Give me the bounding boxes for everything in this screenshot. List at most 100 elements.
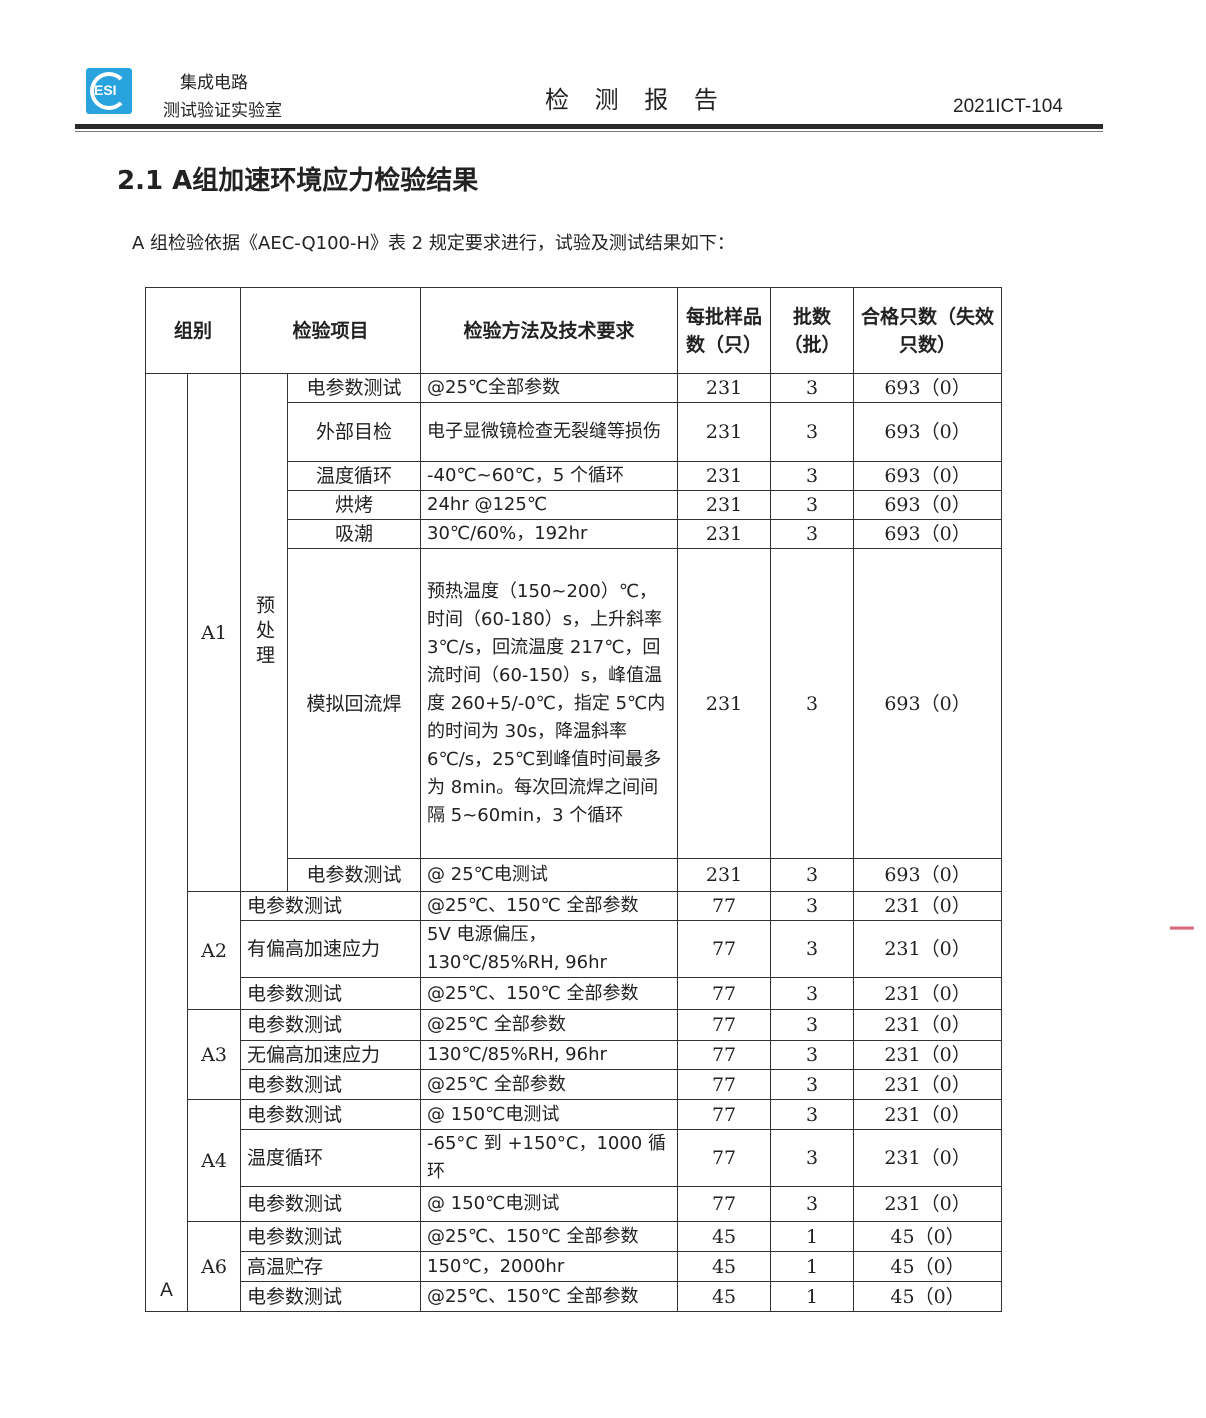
- method-cell: 150℃，2000hr: [420, 1251, 679, 1282]
- method-cell: @ 150℃电测试: [420, 1186, 679, 1222]
- lots-cell: 3: [770, 1186, 855, 1222]
- pass-count-cell: 45（0）: [853, 1221, 1003, 1252]
- subgroup-cell: A1: [186, 373, 242, 892]
- sample-count-cell: 77: [677, 891, 772, 921]
- pass-count-cell: 231（0）: [853, 891, 1003, 921]
- table-row: A A1 预处理 电参数测试 @25℃全部参数 231 3 693（0）: [145, 373, 1003, 1312]
- group-cell: A: [145, 373, 188, 1312]
- pass-count-cell: 693（0）: [853, 373, 1003, 403]
- item-cell: 电参数测试: [287, 858, 422, 892]
- pass-count-cell: 231（0）: [853, 1186, 1003, 1222]
- sample-count-cell: 231: [677, 461, 772, 491]
- table-row: 有偏高加速应力 5V 电源偏压，130℃/85%RH, 96hr 77 3 231（0）: [146, 920, 1003, 978]
- pass-count-cell: 693（0）: [853, 402, 1003, 462]
- stamp-mark: ┃: [1170, 922, 1194, 935]
- method-cell: @25℃全部参数: [420, 373, 679, 403]
- item-cell: 电参数测试: [240, 1281, 422, 1312]
- col-header: 检验项目: [240, 287, 422, 374]
- lots-cell: 3: [770, 519, 855, 549]
- sample-count-cell: 77: [677, 1009, 772, 1041]
- col-header: 合格只数（失效只数）: [853, 287, 1003, 374]
- col-header: 批数（批）: [770, 287, 855, 374]
- table-row: A2 电参数测试 @25℃、150℃ 全部参数 77 3 231（0）: [146, 891, 1003, 1010]
- pass-count-cell: 693（0）: [853, 548, 1003, 859]
- sample-count-cell: 45: [677, 1281, 772, 1312]
- method-cell: @25℃ 全部参数: [420, 1009, 679, 1041]
- subgroup-cell: A6: [186, 1221, 242, 1312]
- method-cell: @25℃、150℃ 全部参数: [420, 1281, 679, 1312]
- lots-cell: 1: [770, 1251, 855, 1282]
- sample-count-cell: 45: [677, 1221, 772, 1252]
- sample-count-cell: 77: [677, 1099, 772, 1130]
- lots-cell: 3: [770, 461, 855, 491]
- lots-cell: 3: [770, 1069, 855, 1100]
- org-name-line2: 测试验证实验室: [163, 101, 282, 121]
- table-row: A4 电参数测试 @ 150℃电测试 77 3 231（0）: [146, 1099, 1003, 1222]
- method-cell: 5V 电源偏压，130℃/85%RH, 96hr: [420, 920, 679, 978]
- table-row: A3 电参数测试 @25℃ 全部参数 77 3 231（0）: [146, 1009, 1003, 1100]
- item-cell: 电参数测试: [287, 373, 422, 403]
- pass-count-cell: 231（0）: [853, 977, 1003, 1010]
- lots-cell: 3: [770, 1129, 855, 1187]
- table-row: 电参数测试 @25℃ 全部参数 77 3 231（0）: [146, 1069, 1003, 1100]
- item-cell: 电参数测试: [240, 1069, 422, 1100]
- lots-cell: 1: [770, 1221, 855, 1252]
- sample-count-cell: 77: [677, 920, 772, 978]
- lots-cell: 3: [770, 1040, 855, 1070]
- preprocess-cell: 预处理: [240, 373, 289, 892]
- sample-count-cell: 77: [677, 1129, 772, 1187]
- lots-cell: 3: [770, 920, 855, 978]
- item-cell: 外部目检: [287, 402, 422, 462]
- item-cell: 电参数测试: [240, 977, 422, 1010]
- lots-cell: 3: [770, 1099, 855, 1130]
- results-table: 组别 检验项目 检验方法及技术要求 每批样品数（只） 批数（批） 合格只数（失效…: [144, 287, 1003, 1312]
- pass-count-cell: 693（0）: [853, 461, 1003, 491]
- pass-count-cell: 231（0）: [853, 1099, 1003, 1130]
- pass-count-cell: 45（0）: [853, 1281, 1003, 1312]
- table-row: 电参数测试 @ 150℃电测试 77 3 231（0）: [146, 1186, 1003, 1222]
- sample-count-cell: 231: [677, 373, 772, 403]
- method-cell: 30℃/60%，192hr: [420, 519, 679, 549]
- method-cell: 130℃/85%RH, 96hr: [420, 1040, 679, 1070]
- section-title: 2.1 A组加速环境应力检验结果: [117, 166, 479, 196]
- lots-cell: 3: [770, 977, 855, 1010]
- method-cell: 电子显微镜检查无裂缝等损伤: [420, 402, 679, 462]
- method-cell: @25℃ 全部参数: [420, 1069, 679, 1100]
- section-intro: A 组检验依据《AEC-Q100-H》表 2 规定要求进行，试验及测试结果如下：: [132, 233, 735, 254]
- table-row: 外部目检 电子显微镜检查无裂缝等损伤 231 3 693（0）: [146, 402, 1003, 462]
- method-cell: @25℃、150℃ 全部参数: [420, 1221, 679, 1252]
- method-cell: @ 25℃电测试: [420, 858, 679, 892]
- col-header: 每批样品数（只）: [677, 287, 772, 374]
- pass-count-cell: 45（0）: [853, 1251, 1003, 1282]
- pass-count-cell: 231（0）: [853, 1040, 1003, 1070]
- table-row: 电参数测试 @ 25℃电测试 231 3 693（0）: [146, 858, 1003, 892]
- sample-count-cell: 45: [677, 1251, 772, 1282]
- table-row: 电参数测试 @25℃、150℃ 全部参数 77 3 231（0）: [146, 977, 1003, 1010]
- item-cell: 温度循环: [287, 461, 422, 491]
- col-header: 检验方法及技术要求: [420, 287, 679, 374]
- table-row: 温度循环 -40℃~60℃，5 个循环 231 3 693（0）: [146, 461, 1003, 491]
- item-cell: 吸潮: [287, 519, 422, 549]
- item-cell: 有偏高加速应力: [240, 920, 422, 978]
- pass-count-cell: 693（0）: [853, 858, 1003, 892]
- report-number: 2021ICT-104: [953, 96, 1063, 117]
- lots-cell: 3: [770, 858, 855, 892]
- method-cell: -65°C 到 +150°C，1000 循环: [420, 1129, 679, 1187]
- sample-count-cell: 77: [677, 1069, 772, 1100]
- method-cell: @25℃、150℃ 全部参数: [420, 891, 679, 921]
- item-cell: 无偏高加速应力: [240, 1040, 422, 1070]
- pass-count-cell: 231（0）: [853, 1129, 1003, 1187]
- table-row: 高温贮存 150℃，2000hr 45 1 45（0）: [146, 1251, 1003, 1282]
- lots-cell: 3: [770, 402, 855, 462]
- lots-cell: 3: [770, 373, 855, 403]
- subgroup-cell: A4: [186, 1099, 242, 1222]
- header-divider-thin: [75, 131, 1103, 132]
- sample-count-cell: 77: [677, 977, 772, 1010]
- sample-count-cell: 231: [677, 402, 772, 462]
- pass-count-cell: 231（0）: [853, 1069, 1003, 1100]
- header-divider: [75, 124, 1103, 129]
- item-cell: 电参数测试: [240, 1221, 422, 1252]
- table-row: 吸潮 30℃/60%，192hr 231 3 693（0）: [146, 519, 1003, 549]
- lots-cell: 3: [770, 548, 855, 859]
- esi-logo: ESI: [86, 68, 132, 114]
